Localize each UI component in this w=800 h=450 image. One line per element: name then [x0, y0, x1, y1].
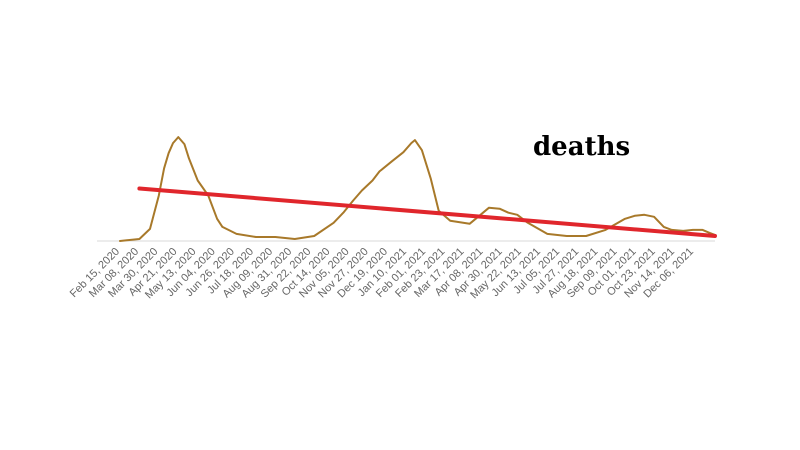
chart-title: deaths [533, 132, 631, 162]
series-lines [119, 136, 717, 242]
trend-line [137, 186, 717, 238]
deaths-line [119, 136, 716, 242]
